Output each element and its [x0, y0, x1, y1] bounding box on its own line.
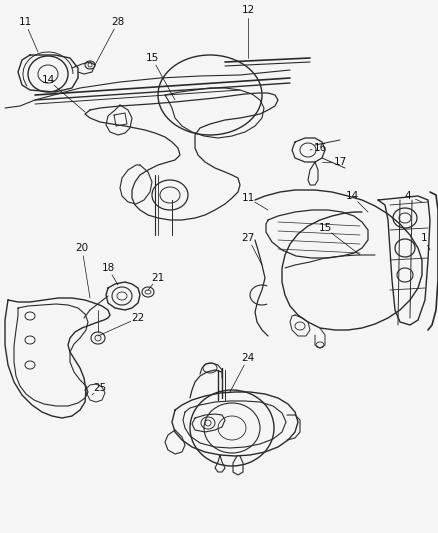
Text: 14: 14	[346, 191, 359, 201]
Text: 15: 15	[145, 53, 159, 63]
Text: 4: 4	[405, 191, 411, 201]
Text: 11: 11	[18, 17, 32, 27]
Text: 22: 22	[131, 313, 145, 323]
Text: 14: 14	[41, 75, 55, 85]
Text: 24: 24	[241, 353, 254, 363]
Text: 16: 16	[313, 143, 327, 153]
Text: 20: 20	[75, 243, 88, 253]
Text: 15: 15	[318, 223, 332, 233]
Text: 21: 21	[152, 273, 165, 283]
Text: 12: 12	[241, 5, 254, 15]
Text: 28: 28	[111, 17, 125, 27]
Text: 1: 1	[420, 233, 427, 243]
Text: 27: 27	[241, 233, 254, 243]
Text: 18: 18	[101, 263, 115, 273]
Text: 25: 25	[93, 383, 106, 393]
Text: 11: 11	[241, 193, 254, 203]
Text: 17: 17	[333, 157, 346, 167]
